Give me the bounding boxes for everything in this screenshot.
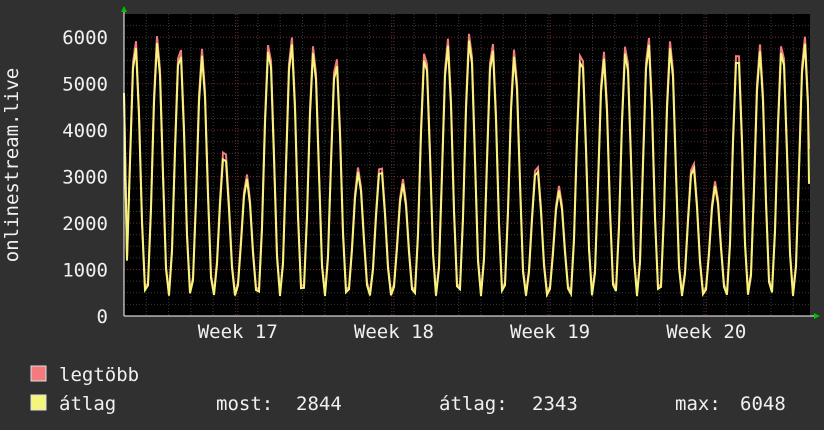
axes bbox=[121, 6, 820, 319]
y-tick-label: 5000 bbox=[62, 74, 108, 96]
y-tick-label: 6000 bbox=[62, 27, 108, 49]
y-axis-label: onlinestream.live bbox=[1, 68, 23, 262]
x-axis-arrow bbox=[814, 313, 820, 319]
legend-swatch-max bbox=[30, 365, 47, 382]
series-line-atlag bbox=[123, 40, 810, 299]
stat-avg-label: átlag: bbox=[439, 393, 508, 415]
y-axis-arrow bbox=[121, 6, 127, 12]
stat-now-value: 2844 bbox=[296, 393, 342, 415]
y-tick-label: 1000 bbox=[62, 260, 108, 282]
stat-max-label: max: bbox=[675, 393, 721, 415]
x-tick-label: Week 20 bbox=[666, 321, 746, 343]
y-tick-label: 3000 bbox=[62, 167, 108, 189]
x-tick-label: Week 17 bbox=[198, 321, 278, 343]
legend-label-max: legtöbb bbox=[59, 364, 139, 386]
legend-label-avg: átlag bbox=[59, 393, 116, 415]
y-tick-label: 2000 bbox=[62, 213, 108, 235]
stat-avg-value: 2343 bbox=[532, 393, 578, 415]
legend-swatch-avg bbox=[30, 394, 47, 411]
stat-now-label: most: bbox=[216, 393, 273, 415]
y-tick-label: 4000 bbox=[62, 120, 108, 142]
stat-max-value: 6048 bbox=[740, 393, 786, 415]
series-avg-group bbox=[123, 40, 810, 299]
y-tick-labels: 0 1000 2000 3000 4000 5000 6000 bbox=[62, 27, 108, 328]
x-tick-label: Week 19 bbox=[510, 321, 590, 343]
x-tick-label: Week 18 bbox=[354, 321, 434, 343]
y-tick-label: 0 bbox=[97, 306, 108, 328]
